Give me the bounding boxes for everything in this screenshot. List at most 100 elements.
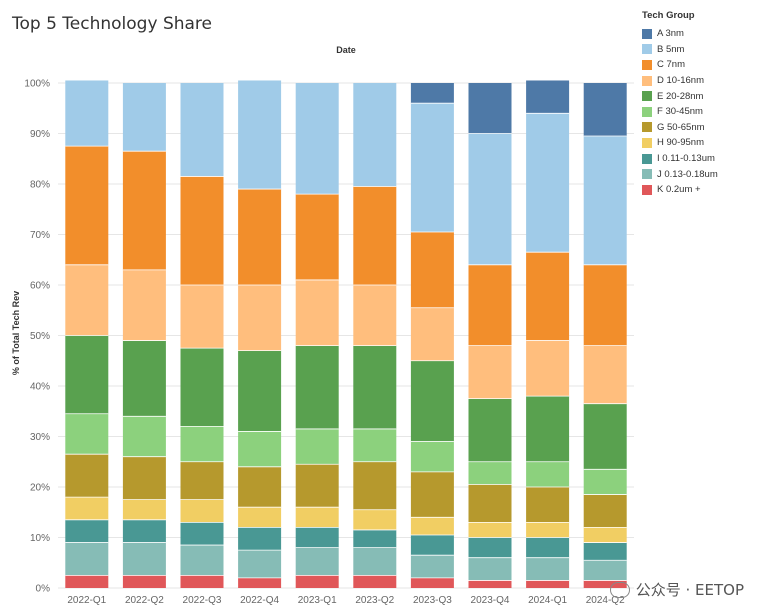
y-tick-label: 30% bbox=[30, 432, 50, 443]
bar-segment bbox=[583, 403, 627, 470]
bar-segment bbox=[583, 83, 627, 137]
y-tick-label: 0% bbox=[36, 584, 51, 595]
bar-segment bbox=[526, 461, 570, 487]
bar-segment bbox=[238, 507, 282, 528]
legend-item[interactable]: E 20-28nm bbox=[642, 88, 718, 104]
bar-segment bbox=[238, 577, 282, 588]
y-tick-label: 60% bbox=[30, 281, 50, 292]
legend-label: F 30-45nm bbox=[657, 106, 703, 118]
bar-segment bbox=[180, 285, 224, 349]
legend-item[interactable]: C 7nm bbox=[642, 57, 718, 73]
bar-segment bbox=[180, 426, 224, 462]
bar-segment bbox=[353, 547, 397, 576]
x-tick-label: 2022-Q2 bbox=[125, 595, 164, 606]
bar-segment bbox=[180, 461, 224, 500]
legend-item[interactable]: G 50-65nm bbox=[642, 120, 718, 136]
bar-segment bbox=[122, 575, 166, 588]
x-tick-label: 2023-Q3 bbox=[413, 595, 452, 606]
bar-segment bbox=[583, 264, 627, 346]
bar-segment bbox=[295, 194, 339, 280]
legend-swatch bbox=[642, 137, 652, 148]
bar-segment bbox=[180, 499, 224, 523]
legend-item[interactable]: I 0.11-0.13um bbox=[642, 151, 718, 167]
bar-segment bbox=[410, 307, 454, 361]
legend: Tech Group A 3nm B 5nm C 7nm D 10-16nm E 20-… bbox=[642, 10, 718, 198]
y-tick-label: 100% bbox=[24, 79, 50, 90]
y-tick-label: 20% bbox=[30, 483, 50, 494]
bar-segment bbox=[583, 527, 627, 543]
bar-segment bbox=[238, 527, 282, 551]
bar-segment bbox=[410, 577, 454, 588]
bar-segment bbox=[122, 151, 166, 270]
bar-segment bbox=[410, 103, 454, 232]
bar-segment bbox=[583, 494, 627, 528]
legend-label: I 0.11-0.13um bbox=[657, 153, 715, 165]
bar-segment bbox=[526, 252, 570, 341]
bar-segment bbox=[122, 416, 166, 457]
bar-segment bbox=[122, 499, 166, 520]
legend-label: E 20-28nm bbox=[657, 90, 704, 102]
chart-title: Top 5 Technology Share bbox=[12, 14, 212, 34]
bar-segment bbox=[353, 428, 397, 462]
legend-label: K 0.2um + bbox=[657, 184, 701, 196]
bar-segment bbox=[65, 542, 109, 576]
bar-segment bbox=[526, 537, 570, 558]
x-axis-title: Date bbox=[336, 45, 356, 55]
bar-segment bbox=[295, 575, 339, 588]
legend-swatch bbox=[642, 59, 652, 70]
legend-label: C 7nm bbox=[657, 59, 685, 71]
bar-segment bbox=[180, 348, 224, 427]
bar-segment bbox=[353, 529, 397, 548]
bar-segment bbox=[468, 133, 512, 265]
bar-segment bbox=[410, 471, 454, 518]
legend-item[interactable]: J 0.13-0.18um bbox=[642, 166, 718, 182]
bar-segment bbox=[468, 345, 512, 399]
bar-segment bbox=[583, 136, 627, 265]
watermark-text: 公众号 · EETOP bbox=[635, 581, 744, 599]
legend-items: A 3nm B 5nm C 7nm D 10-16nm E 20-28nm F 30-45… bbox=[642, 26, 718, 198]
bar-segment bbox=[122, 456, 166, 500]
bar-segment bbox=[353, 285, 397, 346]
y-tick-label: 40% bbox=[30, 382, 50, 393]
bar-segment bbox=[468, 557, 512, 581]
x-tick-label: 2023-Q2 bbox=[355, 595, 394, 606]
legend-item[interactable]: B 5nm bbox=[642, 42, 718, 58]
bar-segment bbox=[180, 575, 224, 588]
bar-segment bbox=[65, 80, 109, 147]
bars bbox=[65, 80, 627, 588]
legend-item[interactable]: H 90-95nm bbox=[642, 135, 718, 151]
x-tick-label: 2024-Q2 bbox=[586, 595, 625, 606]
legend-item[interactable]: F 30-45nm bbox=[642, 104, 718, 120]
bar-segment bbox=[526, 522, 570, 538]
bar-segment bbox=[583, 542, 627, 561]
bar-segment bbox=[526, 80, 570, 114]
bar-segment bbox=[295, 547, 339, 576]
bar-segment bbox=[65, 335, 109, 414]
bar-segment bbox=[526, 557, 570, 581]
y-tick-label: 10% bbox=[30, 533, 50, 544]
bar-segment bbox=[526, 487, 570, 523]
legend-item[interactable]: D 10-16nm bbox=[642, 73, 718, 89]
y-tick-label: 70% bbox=[30, 230, 50, 241]
legend-swatch bbox=[642, 75, 652, 86]
x-tick-label: 2023-Q1 bbox=[298, 595, 337, 606]
y-tick-label: 50% bbox=[30, 331, 50, 342]
bar-segment bbox=[295, 428, 339, 465]
bar-segment bbox=[410, 517, 454, 535]
bar-segment bbox=[583, 469, 627, 495]
bar-segment bbox=[65, 264, 109, 336]
legend-item[interactable]: A 3nm bbox=[642, 26, 718, 42]
bar-segment bbox=[238, 466, 282, 508]
legend-title: Tech Group bbox=[642, 10, 695, 21]
bar-segment bbox=[468, 484, 512, 523]
bar-segment bbox=[353, 345, 397, 429]
legend-label: B 5nm bbox=[657, 43, 685, 55]
legend-label: H 90-95nm bbox=[657, 137, 704, 149]
legend-swatch bbox=[642, 153, 652, 164]
bar-segment bbox=[526, 340, 570, 397]
bar-segment bbox=[180, 545, 224, 576]
legend-item[interactable]: K 0.2um + bbox=[642, 182, 718, 198]
y-tick-label: 90% bbox=[30, 129, 50, 140]
bar-segment bbox=[295, 279, 339, 346]
bar-segment bbox=[353, 461, 397, 510]
